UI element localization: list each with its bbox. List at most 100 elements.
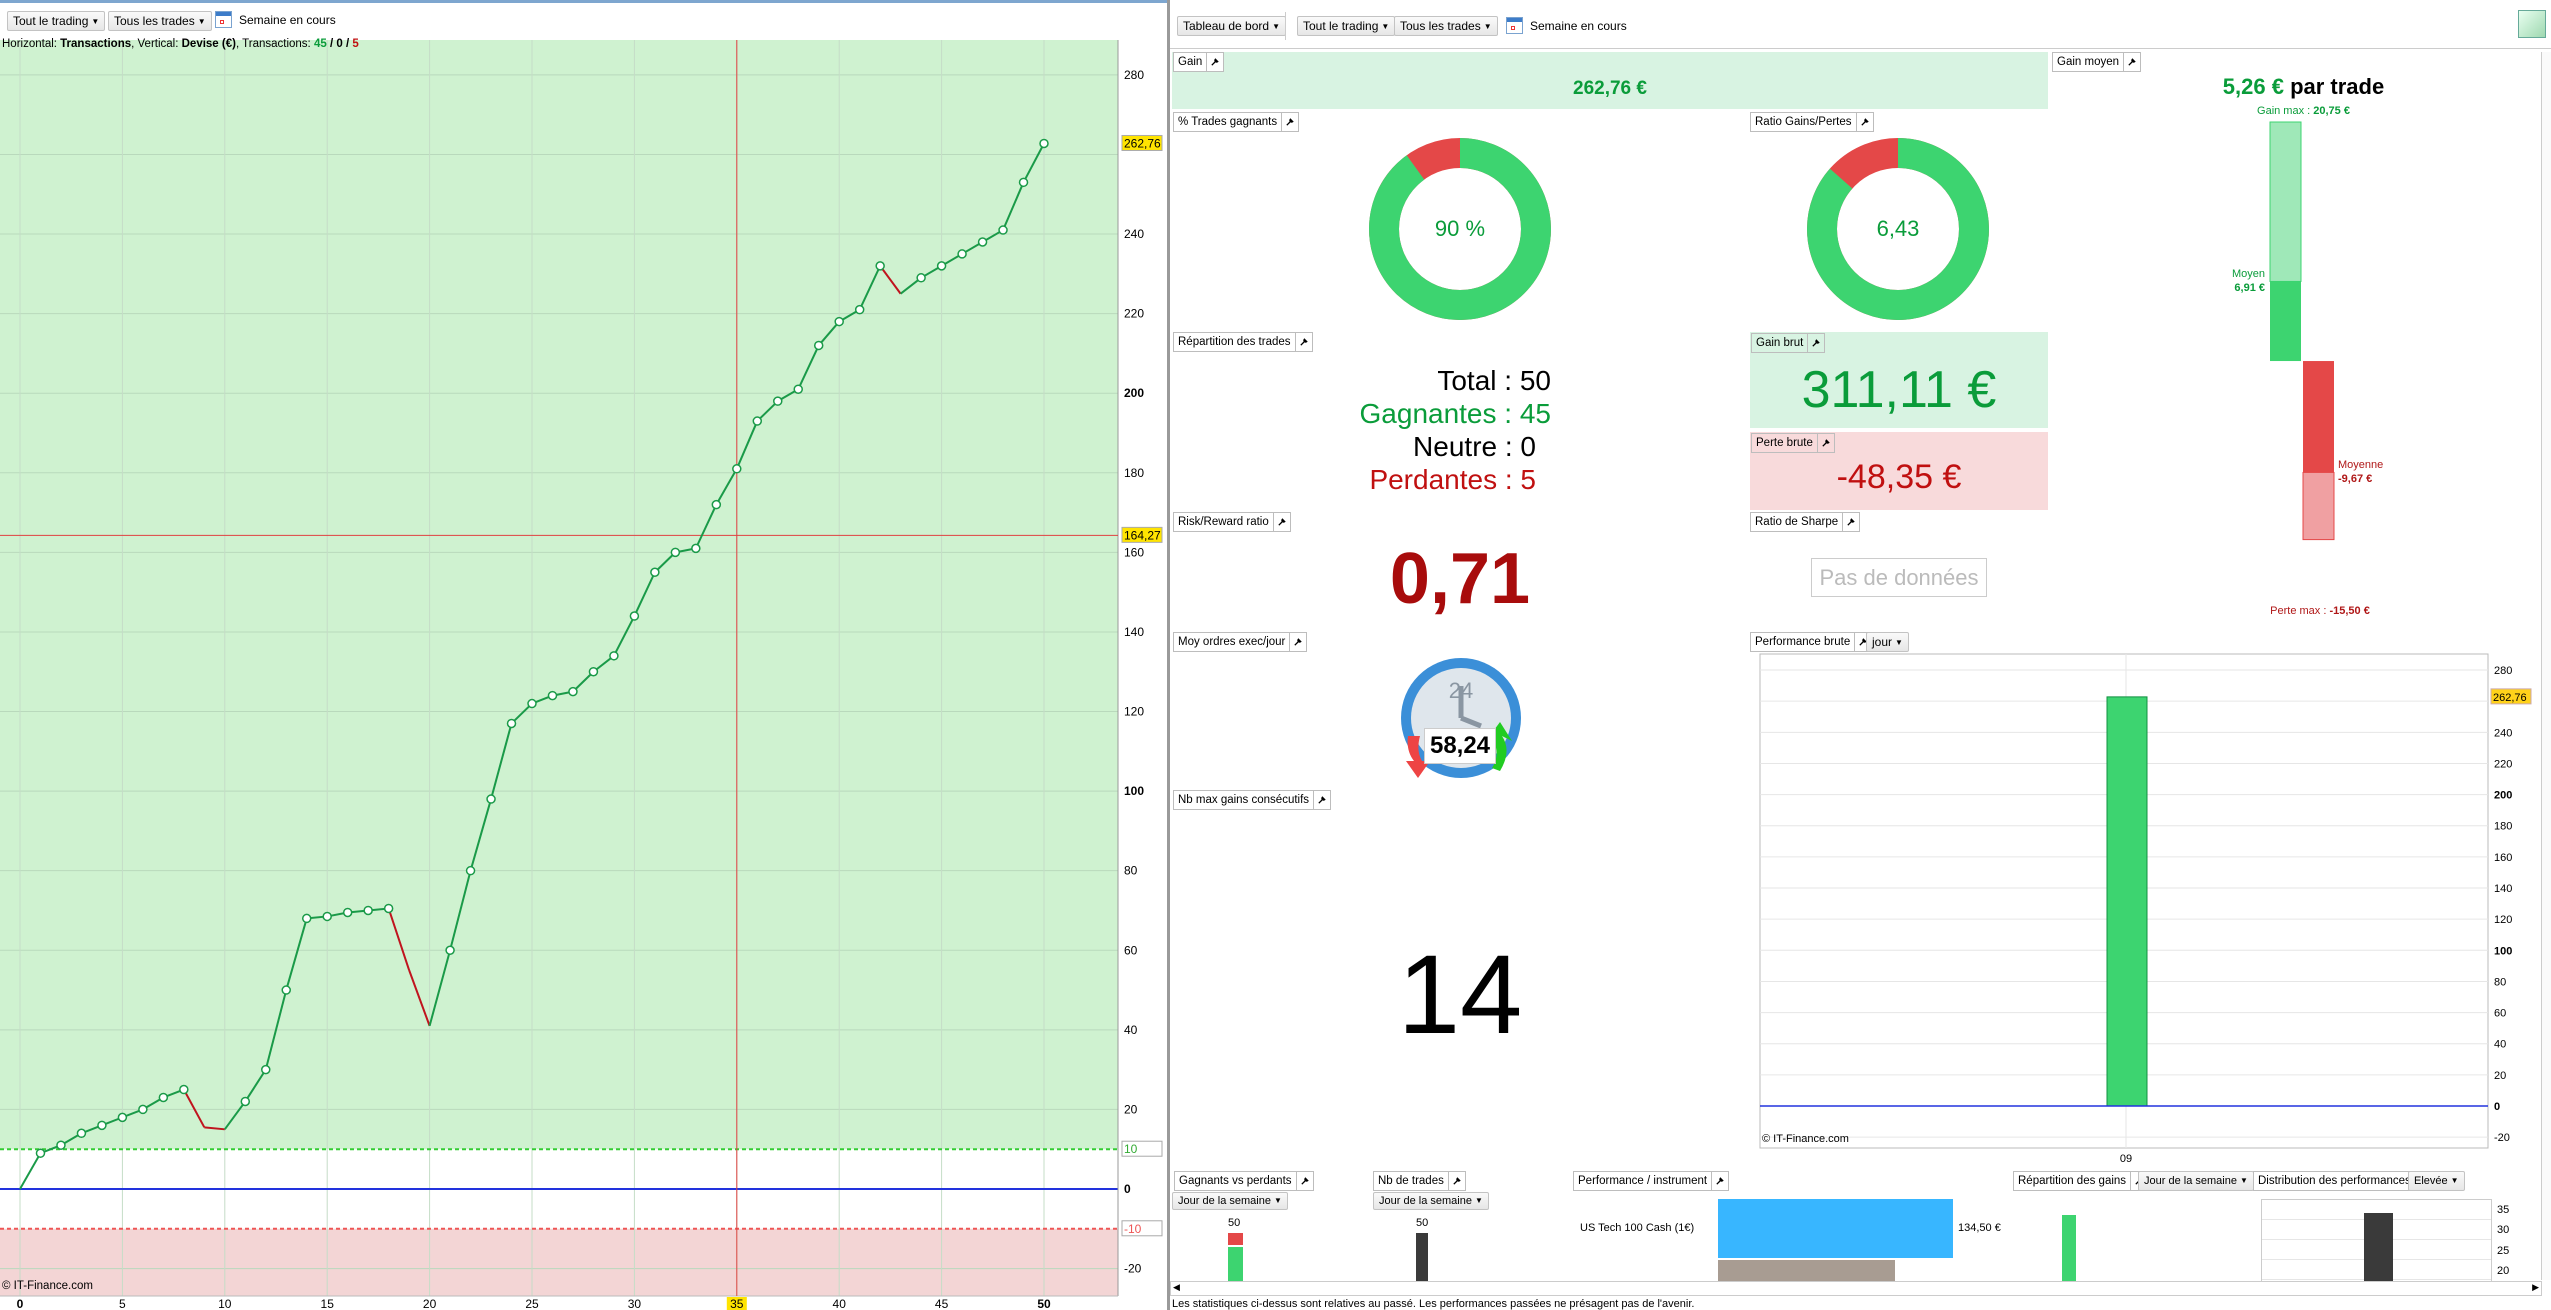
equity-segment xyxy=(654,551,677,573)
gvp-period-dropdown[interactable]: Jour de la semaine ▼ xyxy=(1172,1192,1288,1210)
info-wins: 45 xyxy=(313,38,327,50)
x-tick-label: 15 xyxy=(321,1297,335,1310)
chevron-down-icon: ▼ xyxy=(197,16,206,26)
profit-zone xyxy=(0,40,1118,1150)
horizontal-scrollbar[interactable]: ◀ ▶ xyxy=(1170,1281,2542,1296)
lower-band-label-bg xyxy=(1121,1220,1163,1237)
equity-point xyxy=(834,316,844,327)
repartition-header: Répartition des trades xyxy=(1173,332,1313,352)
gvp-bar-wins xyxy=(1228,1247,1243,1281)
distrib-level-dropdown[interactable]: Elevée ▼ xyxy=(2408,1171,2465,1191)
period-label[interactable]: Semaine en cours xyxy=(239,13,336,27)
equity-point xyxy=(752,416,763,426)
chevron-down-icon: ▼ xyxy=(1273,1196,1282,1206)
crosshair-x-label-bg xyxy=(726,1297,747,1310)
x-tick-label: 10 xyxy=(218,1297,232,1310)
nb-trades-period-dropdown[interactable]: Jour de la semaine ▼ xyxy=(1373,1192,1489,1210)
equity-point xyxy=(977,237,988,247)
scroll-right-icon[interactable]: ▶ xyxy=(2532,1282,2539,1292)
chevron-down-icon: ▼ xyxy=(1895,637,1903,647)
chevron-down-icon: ▼ xyxy=(1474,1196,1483,1206)
upper-band-label-bg xyxy=(1121,1140,1163,1157)
equity-point xyxy=(936,261,947,271)
moyenne-label: Moyenne -9,67 € xyxy=(2338,458,2383,486)
calendar-icon[interactable] xyxy=(1506,17,1523,34)
trades-dropdown[interactable]: Tous les trades ▼ xyxy=(1394,16,1498,36)
y-tick-label: 60 xyxy=(2494,1008,2506,1020)
equity-segment xyxy=(387,908,411,971)
wrench-icon[interactable] xyxy=(1855,113,1873,131)
wrench-icon[interactable] xyxy=(1294,333,1312,351)
wrench-icon[interactable] xyxy=(1295,1172,1313,1190)
equity-point xyxy=(773,396,783,406)
wrench-icon[interactable] xyxy=(1272,513,1290,531)
wrench-icon[interactable] xyxy=(1842,513,1859,531)
widget-title: Performance brute xyxy=(1755,636,1851,648)
panel-divider[interactable] xyxy=(1167,0,1170,1310)
wrench-icon[interactable] xyxy=(1711,1172,1728,1190)
export-icon[interactable] xyxy=(2518,10,2546,38)
perf-brute-chart[interactable]: 09280240220200180160140120100806040200-2… xyxy=(1750,640,2550,1170)
risk-reward-header: Risk/Reward ratio xyxy=(1173,512,1291,532)
instrument-bar-gain xyxy=(1718,1199,1953,1258)
repartition-list: Total : 50 Gagnantes : 45 Neutre : 0 Per… xyxy=(1360,364,1551,496)
wrench-icon[interactable] xyxy=(1854,633,1871,651)
chevron-down-icon: ▼ xyxy=(2450,1176,2459,1186)
y-tick-label: 100 xyxy=(1124,784,1144,798)
equity-point xyxy=(629,611,640,621)
wrench-icon[interactable] xyxy=(1313,791,1330,809)
wrench-icon[interactable] xyxy=(1289,633,1306,651)
widget-title: % Trades gagnants xyxy=(1178,116,1278,128)
wrench-icon[interactable] xyxy=(1807,334,1824,352)
wrench-icon[interactable] xyxy=(1206,53,1223,71)
equity-point xyxy=(998,225,1008,235)
perf-period-dropdown[interactable]: jour ▼ xyxy=(1866,632,1909,652)
gain-header: Gain xyxy=(1173,52,1225,72)
equity-chart[interactable]: 280240220200180160140120100806040200-200… xyxy=(0,0,1170,1310)
equity-segment xyxy=(715,468,738,506)
last-value-label-bg xyxy=(1121,134,1163,151)
wrench-icon[interactable] xyxy=(1447,1172,1465,1190)
widget-title: Ratio de Sharpe xyxy=(1755,516,1839,528)
chevron-down-icon: ▼ xyxy=(2239,1176,2248,1186)
equity-point xyxy=(813,340,824,351)
trades-dropdown[interactable]: Tous les trades ▼ xyxy=(108,11,212,31)
wrench-icon[interactable] xyxy=(1816,434,1834,452)
equity-point xyxy=(342,907,353,918)
view-dropdown[interactable]: Tableau de bord ▼ xyxy=(1177,16,1286,36)
equity-segment xyxy=(858,265,882,311)
donut-win-segment xyxy=(1807,138,1989,320)
chevron-down-icon: ▼ xyxy=(1483,21,1492,31)
wrench-icon[interactable] xyxy=(1281,113,1298,131)
y-tick-label: -20 xyxy=(1124,1262,1142,1276)
scroll-left-icon[interactable]: ◀ xyxy=(1173,1282,1180,1292)
equity-point xyxy=(1018,177,1029,188)
repartition-total: Total : 50 xyxy=(1437,365,1551,396)
widget-title: Gain brut xyxy=(1756,337,1804,349)
equity-point xyxy=(609,651,619,661)
perte-max-label: Perte max : -15,50 € xyxy=(2260,605,2380,617)
widget-title: Répartition des trades xyxy=(1178,336,1291,348)
x-tick-label: 50 xyxy=(1037,1297,1051,1310)
vertical-scrollbar[interactable] xyxy=(2541,52,2551,1280)
equity-point xyxy=(1039,138,1049,149)
equity-point xyxy=(465,865,476,876)
x-tick-label: 30 xyxy=(628,1297,642,1310)
x-tick-label: 0 xyxy=(17,1297,24,1310)
scope-dropdown[interactable]: Tout le trading ▼ xyxy=(7,11,106,31)
period-label[interactable]: Semaine en cours xyxy=(1530,19,1627,33)
scope-dropdown[interactable]: Tout le trading ▼ xyxy=(1297,16,1396,36)
gain-brut-value: 311,11 € xyxy=(1801,361,1997,419)
risk-reward-value: 0,71 xyxy=(1389,539,1531,619)
moyen-title: Moyen xyxy=(2231,268,2265,280)
chevron-down-icon: ▼ xyxy=(91,16,100,26)
perte-brute-header: Perte brute xyxy=(1751,433,1835,453)
y-tick-label: -20 xyxy=(2494,1132,2510,1144)
calendar-icon[interactable] xyxy=(215,11,232,28)
rep-gains-period-dropdown[interactable]: Jour de la semaine ▼ xyxy=(2138,1171,2254,1191)
wrench-icon[interactable] xyxy=(2123,53,2140,71)
chevron-down-icon: ▼ xyxy=(1272,21,1280,31)
gain-max-prefix: Gain max : xyxy=(2257,105,2314,117)
moyen-label: Moyen 6,91 € xyxy=(2232,267,2265,295)
last-value-label-bg xyxy=(2490,688,2532,705)
